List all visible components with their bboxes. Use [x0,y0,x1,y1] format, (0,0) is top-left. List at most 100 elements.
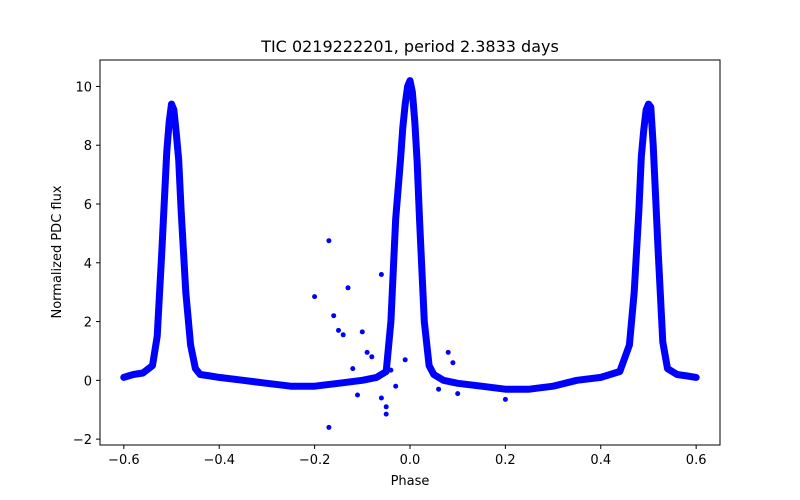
data-point [165,133,171,140]
data-point [179,234,186,241]
outlier-point [369,354,375,360]
data-point [649,129,656,136]
data-point [383,360,390,367]
data-points [120,77,700,430]
plot-area [100,60,720,445]
data-point [176,165,183,172]
data-point [165,128,172,135]
data-point [639,145,646,152]
data-point [628,315,635,322]
data-point [398,146,405,153]
outlier-point [312,294,318,300]
data-point [421,318,428,325]
data-point [636,189,643,196]
data-point [648,116,655,123]
data-point [410,99,417,106]
data-point [631,289,638,296]
data-point [159,245,165,252]
axes-frame [99,59,721,446]
data-point [627,333,634,340]
data-point [183,298,190,304]
x-axis-label: Phase [391,474,430,489]
data-point [660,343,667,350]
data-point [657,292,664,299]
data-point [650,142,657,149]
y-tick-label: −2 [73,433,92,448]
data-point [651,159,657,166]
data-point [155,303,162,310]
outlier-point [455,391,461,397]
data-point [422,325,429,332]
data-point [399,135,406,142]
data-point [693,374,700,381]
data-point [410,104,417,110]
data-point [649,135,656,142]
data-point [417,232,424,239]
data-point [414,178,421,185]
data-point [391,232,398,239]
data-point [414,169,421,176]
data-point [411,108,417,115]
data-point [412,125,419,132]
data-point [632,261,639,268]
data-point [398,140,405,147]
y-axis-label: Normalized PDC flux [50,185,65,318]
data-point [152,343,159,350]
data-point [384,351,391,358]
outlier-point [445,349,451,355]
data-point [391,250,398,256]
y-tick-label: 10 [75,80,92,95]
data-point [412,132,419,139]
data-point [395,176,402,183]
data-point [637,162,644,169]
data-point [394,196,401,203]
outlier-point [450,360,456,366]
data-point [634,234,641,241]
data-point [155,318,161,325]
data-point [415,197,422,204]
data-point [424,348,431,354]
outlier-point [345,285,351,291]
data-point [163,148,170,155]
data-point [647,104,654,110]
data-point [164,143,171,150]
data-point [151,348,158,354]
data-point [185,315,192,322]
data-point [158,259,165,266]
data-point [655,245,661,252]
data-point [150,357,157,364]
data-point [652,193,659,200]
data-point [637,171,644,178]
y-tick-label: 2 [84,316,92,331]
data-point [416,215,423,222]
outlier-point [355,392,360,398]
data-point [419,284,426,291]
data-point [173,134,180,141]
x-tick-label: −0.4 [203,453,235,468]
data-point [184,306,191,313]
data-point [383,368,390,375]
data-point [151,352,158,359]
data-point [386,335,393,342]
outlier-point [340,332,346,338]
data-point [177,198,184,205]
data-point [637,180,644,187]
y-tick-label: 0 [84,374,92,389]
data-point [385,343,392,350]
data-point [178,220,185,227]
data-point [414,159,421,166]
data-point [180,248,187,254]
data-point [164,138,171,145]
data-point [173,130,180,137]
data-point [397,156,404,163]
outlier-point [393,383,399,389]
outlier-point [402,357,408,363]
data-point [397,151,404,158]
data-point [423,340,430,347]
data-point [628,324,634,331]
data-point [635,220,642,227]
data-point [636,198,643,205]
x-tick-label: 0.2 [495,453,516,468]
data-point [182,275,189,282]
data-point [629,306,636,313]
